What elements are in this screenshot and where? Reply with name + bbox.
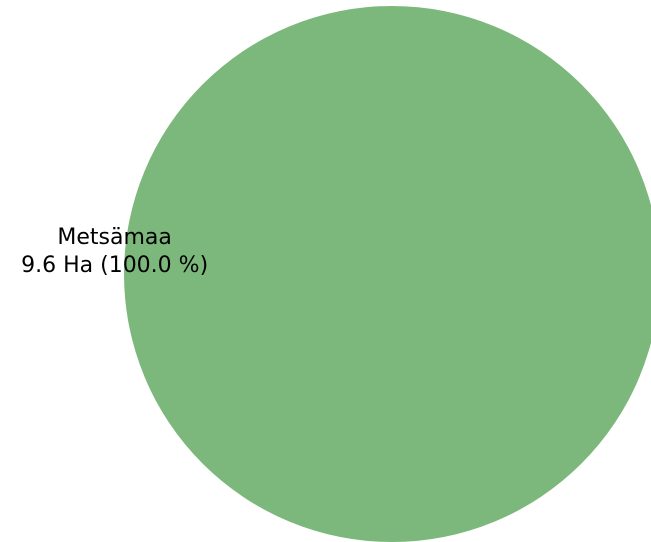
slice-name-label: Metsämaa — [57, 225, 171, 250]
slices-layer — [124, 6, 651, 542]
pie-slice-label-0: Metsämaa 9.6 Ha (100.0 %) — [21, 225, 208, 278]
labels-layer: Metsämaa 9.6 Ha (100.0 %) — [21, 225, 208, 278]
pie-slice-0 — [124, 6, 651, 542]
slice-value-label: 9.6 Ha (100.0 %) — [21, 253, 208, 278]
